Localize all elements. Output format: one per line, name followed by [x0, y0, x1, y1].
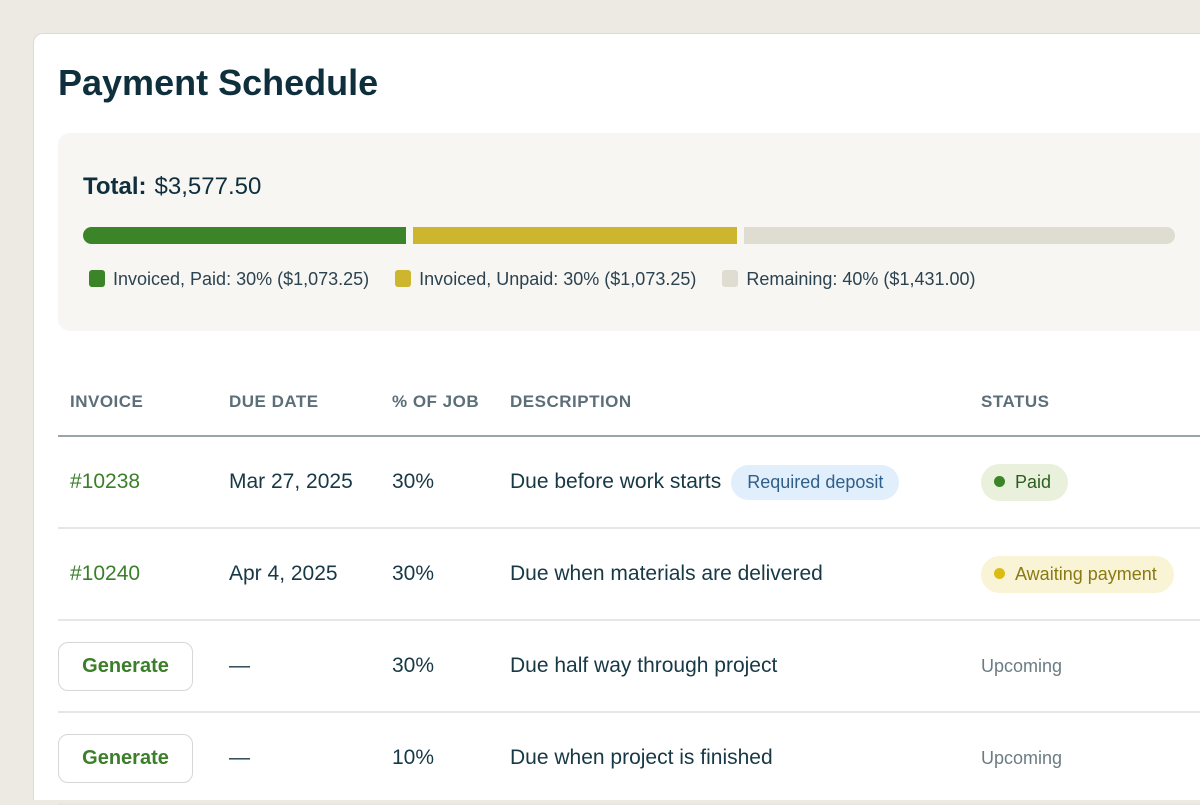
status-text: Awaiting payment — [1015, 563, 1157, 584]
generate-button[interactable]: Generate — [58, 733, 193, 783]
description: Due when project is finished — [498, 712, 969, 805]
due-date: Apr 4, 2025 — [217, 528, 380, 621]
swatch — [395, 270, 412, 287]
table-row: #10238 Mar 27, 2025 30% Due before work … — [58, 436, 1200, 529]
summary-panel: Total: $3,577.50 Invoiced, Paid: 30% ($1,… — [58, 133, 1200, 331]
total-label: Total: — [83, 173, 147, 200]
legend-item-unpaid: Invoiced, Unpaid: 30% ($1,073.25) — [395, 269, 696, 290]
bar-segment-unpaid — [413, 227, 737, 244]
total: Total: $3,577.50 — [83, 173, 261, 201]
legend-item-remaining: Remaining: 40% ($1,431.00) — [722, 269, 976, 290]
page-title: Payment Schedule — [58, 62, 379, 103]
invoice-link[interactable]: #10238 — [70, 470, 141, 493]
description: Due before work starts Required deposit — [498, 436, 969, 529]
invoice-link[interactable]: #10240 — [70, 562, 141, 585]
status-badge: Awaiting payment — [981, 555, 1174, 593]
legend: Invoiced, Paid: 30% ($1,073.25) Invoiced… — [89, 269, 976, 290]
swatch — [89, 270, 105, 287]
status-text: Paid — [1015, 471, 1052, 492]
col-due-date: DUE DATE — [217, 369, 380, 437]
schedule-table: INVOICE DUE DATE % OF JOB DESCRIPTION ST… — [58, 369, 1200, 805]
total-value: $3,577.50 — [154, 173, 262, 200]
percent: 30% — [380, 436, 498, 529]
status-dot-icon — [994, 567, 1005, 579]
percent: 30% — [380, 620, 498, 713]
legend-label: Invoiced, Paid: 30% ($1,073.25) — [113, 269, 370, 289]
generate-button[interactable]: Generate — [58, 641, 193, 691]
swatch — [722, 270, 739, 287]
payment-schedule-card: Payment Schedule Total: $3,577.50 Invoice… — [33, 33, 1200, 805]
table-row: #10240 Apr 4, 2025 30% Due when material… — [58, 528, 1200, 621]
due-date: Mar 27, 2025 — [217, 436, 380, 529]
due-date: — — [217, 712, 380, 805]
percent: 30% — [380, 528, 498, 621]
legend-label: Invoiced, Unpaid: 30% ($1,073.25) — [419, 269, 697, 289]
description: Due when materials are delivered — [498, 528, 969, 621]
status-text: Upcoming — [981, 748, 1063, 768]
col-percent: % OF JOB — [380, 369, 498, 437]
percent: 10% — [380, 712, 498, 805]
col-invoice: INVOICE — [58, 369, 217, 437]
col-description: DESCRIPTION — [498, 369, 969, 437]
bar-segment-paid — [83, 227, 407, 244]
status-text: Upcoming — [981, 656, 1063, 676]
table-row: Generate — 30% Due half way through proj… — [58, 620, 1200, 713]
description-text: Due before work starts — [510, 469, 722, 493]
progress-bar — [83, 227, 1176, 244]
required-deposit-badge: Required deposit — [731, 464, 900, 500]
legend-item-paid: Invoiced, Paid: 30% ($1,073.25) — [89, 269, 369, 290]
table-row: Generate — 10% Due when project is finis… — [58, 712, 1200, 805]
status-dot-icon — [994, 475, 1005, 487]
due-date: — — [217, 620, 380, 713]
col-status: STATUS — [969, 369, 1200, 437]
bar-segment-remaining — [743, 227, 1176, 244]
description: Due half way through project — [498, 620, 969, 713]
status-badge: Paid — [981, 463, 1069, 501]
legend-label: Remaining: 40% ($1,431.00) — [746, 269, 976, 289]
